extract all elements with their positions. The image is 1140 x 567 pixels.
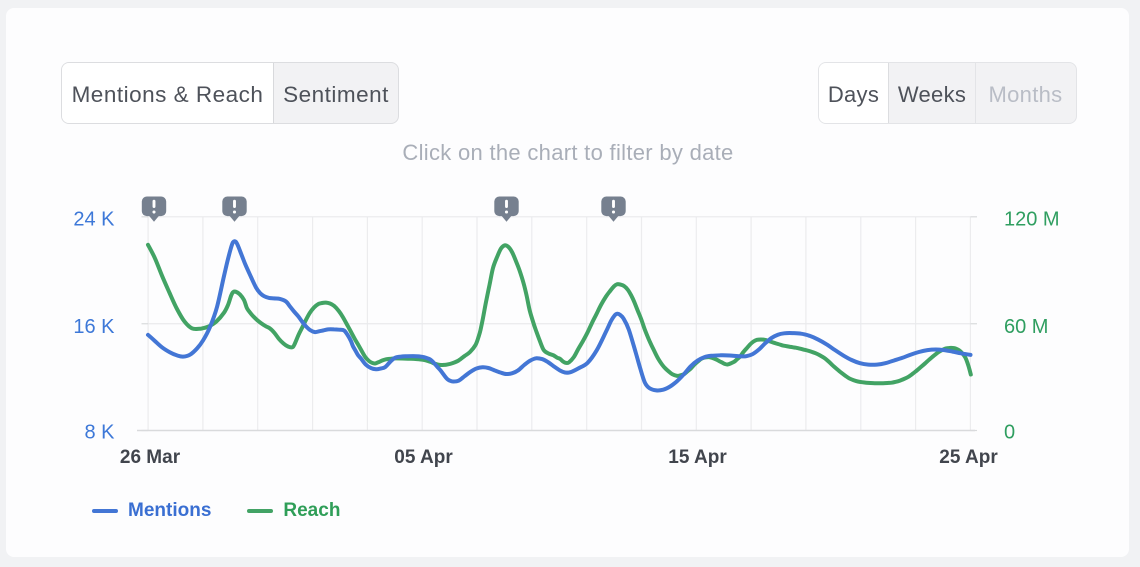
svg-text:8 K: 8 K (84, 422, 115, 444)
svg-text:24 K: 24 K (73, 209, 115, 231)
svg-text:25 Apr: 25 Apr (939, 447, 998, 468)
svg-text:26 Mar: 26 Mar (120, 447, 181, 468)
svg-text:120 M: 120 M (1004, 209, 1060, 231)
svg-text:16 K: 16 K (73, 316, 115, 338)
svg-text:0: 0 (1004, 422, 1015, 444)
svg-text:60 M: 60 M (1004, 316, 1048, 338)
svg-text:15 Apr: 15 Apr (668, 447, 727, 468)
svg-text:05 Apr: 05 Apr (394, 447, 453, 468)
